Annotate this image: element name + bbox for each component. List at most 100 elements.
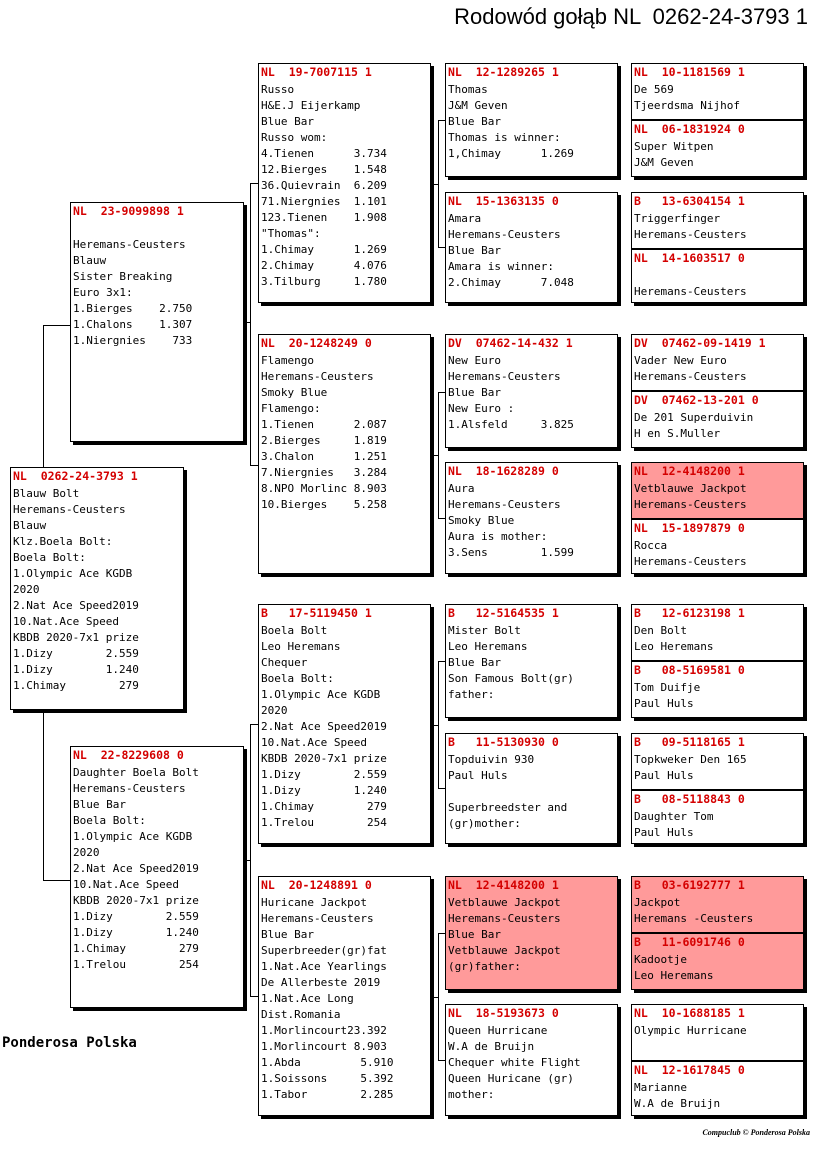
card-line: Heremans -Ceusters — [634, 912, 754, 925]
card-line: 12.Bierges 1.548 — [261, 163, 387, 176]
connector-line — [438, 661, 445, 662]
card-line: 1.Niergnies 733 — [73, 334, 193, 347]
pedigree-card-g15: NL 10-1688185 1 Olympic Hurricane — [631, 1004, 804, 1061]
card-line: Olympic Hurricane — [634, 1024, 747, 1037]
card-line: 2020 — [261, 704, 288, 717]
card-line: 10.Nat.Ace Speed — [13, 615, 119, 628]
ring-number: B 17-5119450 1 — [261, 606, 372, 620]
card-line: 1.Dizy 2.559 — [13, 647, 139, 660]
card-line: 1.Chimay 279 — [73, 942, 199, 955]
ring-number: NL 14-1603517 0 — [634, 251, 745, 265]
card-line: Marianne — [634, 1081, 687, 1094]
ring-number: NL 10-1688185 1 — [634, 1006, 745, 1020]
card-line: KBDB 2020-7x1 prize — [13, 631, 139, 644]
connector-line — [438, 661, 439, 788]
card-line: Blue Bar — [448, 386, 501, 399]
card-line: Topduivin 930 — [448, 753, 535, 766]
card-line: Heremans-Ceusters — [261, 370, 374, 383]
connector-line — [43, 325, 44, 467]
card-line: 3.Tilburg 1.780 — [261, 275, 387, 288]
card-line: Flamengo — [261, 354, 314, 367]
pedigree-card-g11: B 09-5118165 1 Topkweker Den 165 Paul Huls — [631, 733, 804, 790]
pedigree-card-g10: B 08-5169581 0 Tom Duifje Paul Huls — [631, 661, 804, 718]
ring-number: B 12-5164535 1 — [448, 606, 559, 620]
card-line: Daughter Boela Bolt — [73, 766, 199, 779]
ring-number: DV 07462-09-1419 1 — [634, 336, 766, 350]
pedigree-card-g3: B 13-6304154 1 Triggerfinger Heremans-Ceus… — [631, 192, 804, 249]
card-line: Blue Bar — [261, 928, 314, 941]
card-line: 123.Tienen 1.908 — [261, 211, 387, 224]
pedigree-card-sd: NL 20-1248249 0 Flamengo Heremans-Ceusters… — [258, 334, 431, 574]
pedigree-card-g4: NL 14-1603517 0 Heremans-Ceusters — [631, 249, 804, 303]
card-line: Heremans-Ceusters — [634, 555, 747, 568]
connector-line — [438, 518, 445, 519]
card-line: 1.Dizy 2.559 — [261, 768, 387, 781]
card-line: Heremans-Ceusters — [634, 370, 747, 383]
card-line: Russo wom: — [261, 131, 328, 144]
card-line: KBDB 2020-7x1 prize — [73, 894, 199, 907]
card-line: Boela Bolt: — [13, 551, 86, 564]
card-line: Blue Bar — [448, 928, 501, 941]
card-line: Amara is winner: — [448, 260, 554, 273]
connector-line — [433, 997, 438, 998]
card-line: 1.Morlincourt23.392 — [261, 1024, 387, 1037]
card-line: Heremans-Ceusters — [448, 498, 561, 511]
card-line: Smoky Blue — [448, 514, 515, 527]
ring-number: NL 19-7007115 1 — [261, 65, 372, 79]
pedigree-card-g5: DV 07462-09-1419 1 Vader New Euro Heremans… — [631, 334, 804, 391]
pedigree-card-subject: NL 0262-24-3793 1 Blauw Bolt Heremans-Ceus… — [10, 467, 184, 710]
card-line: Heremans-Ceusters — [634, 285, 747, 298]
card-line: 2.Chimay 4.076 — [261, 259, 387, 272]
pedigree-card-g16: NL 12-1617845 0 Marianne W.A de Bruijn — [631, 1061, 804, 1116]
ring-number: DV 07462-14-432 1 — [448, 336, 573, 350]
pedigree-card-ds: B 17-5119450 1 Boela Bolt Leo Heremans Cheq… — [258, 604, 431, 844]
brand-label: Ponderosa Polska — [2, 1035, 137, 1051]
card-line: Super Witpen — [634, 140, 714, 153]
card-line: 1.Dizy 2.559 — [73, 910, 199, 923]
card-line: Triggerfinger — [634, 212, 721, 225]
card-line: Blauw Bolt — [13, 487, 80, 500]
ring-number: NL 23-9099898 1 — [73, 204, 184, 218]
card-line: Superbreeder(gr)fat — [261, 944, 387, 957]
card-line: Paul Huls — [448, 769, 508, 782]
card-line: Thomas is winner: — [448, 131, 561, 144]
card-line: 1,Chimay 1.269 — [448, 147, 574, 160]
card-line: Vetblauwe Jackpot — [448, 944, 561, 957]
card-line: Sister Breaking — [73, 270, 173, 283]
ring-number: B 11-5130930 0 — [448, 735, 559, 749]
card-line: Chequer white Flight — [448, 1056, 581, 1069]
connector-line — [250, 465, 258, 466]
ring-number: NL 0262-24-3793 1 — [13, 469, 138, 483]
pedigree-card-sire: NL 23-9099898 1 Heremans-Ceusters Blauw Sis… — [70, 202, 244, 442]
ring-number: NL 15-1897879 0 — [634, 521, 745, 535]
ring-number: DV 07462-13-201 0 — [634, 393, 759, 407]
pedigree-card-sss: NL 12-1289265 1 Thomas J&M Geven Blue Bar Th… — [445, 63, 618, 177]
pedigree-card-dd: NL 20-1248891 0 Huricane Jackpot Heremans-… — [258, 876, 431, 1116]
ring-number: NL 20-1248891 0 — [261, 878, 372, 892]
card-line: 1.Chimay 279 — [13, 679, 139, 692]
card-line: Blue Bar — [73, 798, 126, 811]
card-line: W.A de Bruijn — [634, 1097, 721, 1110]
ring-number: B 13-6304154 1 — [634, 194, 745, 208]
pedigree-card-g1: NL 10-1181569 1 De 569 Tjeerdsma Nijhof — [631, 63, 804, 120]
card-line: "Thomas": — [261, 227, 321, 240]
card-line: 2020 — [73, 846, 100, 859]
ring-number: B 03-6192777 1 — [634, 878, 745, 892]
connector-line — [250, 724, 258, 725]
card-line: Boela Bolt: — [261, 672, 334, 685]
card-line: Amara — [448, 212, 482, 225]
ring-number: NL 10-1181569 1 — [634, 65, 745, 79]
card-line: 1.Olympic Ace KGDB — [261, 688, 381, 701]
card-line: Thomas — [448, 83, 488, 96]
card-line: (gr)father: — [448, 960, 521, 973]
card-line: 36.Quievrain 6.209 — [261, 179, 387, 192]
card-line — [634, 1039, 801, 1055]
card-line: 10.Bierges 5.258 — [261, 498, 387, 511]
card-line: Daughter Tom — [634, 810, 714, 823]
card-line: Blue Bar — [448, 656, 501, 669]
card-line: 1.Morlincourt 8.903 — [261, 1040, 387, 1053]
card-line: Smoky Blue — [261, 386, 328, 399]
pedigree-card-g6: DV 07462-13-201 0 De 201 Superduivin H en … — [631, 391, 804, 448]
connector-line — [438, 392, 445, 393]
connector-line — [438, 392, 439, 518]
